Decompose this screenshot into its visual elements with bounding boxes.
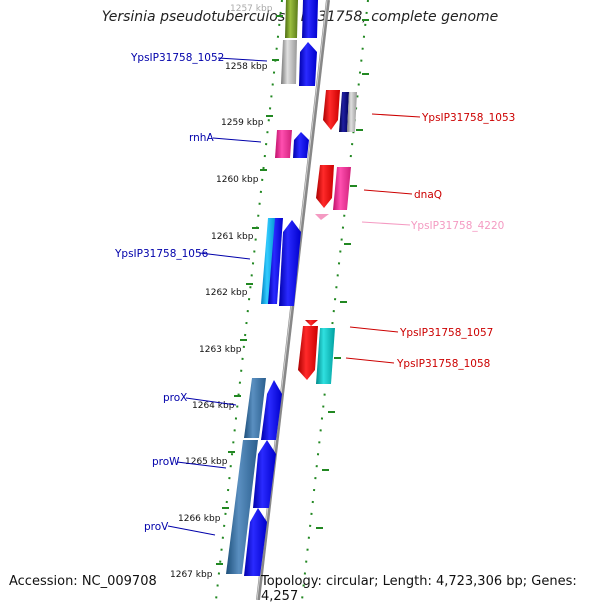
kbp-tick-label: 1263 kbp <box>199 345 242 355</box>
right-dotted-track <box>301 0 369 600</box>
gene-navy-1053[interactable] <box>339 92 349 132</box>
gene-blue-1052[interactable] <box>299 42 317 86</box>
gene-label-rnha[interactable]: rnhA <box>189 132 214 144</box>
map-title: Yersinia pseudotuberculosis IP 31758, co… <box>101 9 499 25</box>
gene-label-dnaq[interactable]: dnaQ <box>414 189 442 201</box>
kbp-tick-label: 1260 kbp <box>216 175 259 185</box>
gene-olive-top[interactable] <box>285 0 298 38</box>
gene-label-ypsip31758-1058[interactable]: YpsIP31758_1058 <box>396 358 490 370</box>
gene-label-ypsip31758-1052[interactable]: YpsIP31758_1052 <box>130 52 224 64</box>
kbp-tick-label: 1265 kbp <box>185 457 228 467</box>
gene-blue-proW[interactable] <box>253 440 276 508</box>
kbp-tick-label: 1266 kbp <box>178 514 221 524</box>
gene-pink-rnhA[interactable] <box>275 130 292 158</box>
gene-sky-1056[interactable] <box>261 218 276 304</box>
gene-red-1057a[interactable] <box>305 320 318 326</box>
gene-pink-4220[interactable] <box>315 214 329 220</box>
kbp-tick-label: 1267 kbp <box>170 570 213 580</box>
gene-grey-1053[interactable] <box>347 92 357 132</box>
gene-blue-proX[interactable] <box>261 380 282 440</box>
kbp-tick-label: 1259 kbp <box>221 118 264 128</box>
kbp-tick-label: 1262 kbp <box>205 288 248 298</box>
kbp-tick-label: 1258 kbp <box>225 62 268 72</box>
kbp-tick-label: 1264 kbp <box>192 401 235 411</box>
gene-label-prox[interactable]: proX <box>163 392 187 404</box>
gene-blue-1056a[interactable] <box>268 218 283 304</box>
label-connectors <box>167 57 421 536</box>
gene-label-ypsip31758-4220[interactable]: YpsIP31758_4220 <box>410 220 504 232</box>
gene-label-ypsip31758-1053[interactable]: YpsIP31758_1053 <box>421 112 515 124</box>
kbp-tick-label: 1257 kbp <box>230 4 273 14</box>
gene-steel-proX[interactable] <box>244 378 266 438</box>
gene-cyan-1058[interactable] <box>316 328 335 384</box>
kbp-tick-label: 1261 kbp <box>211 232 254 242</box>
gene-red-1057[interactable] <box>298 326 318 380</box>
gene-red-dnaQ[interactable] <box>316 165 334 208</box>
gene-blue-rnhA[interactable] <box>293 132 309 158</box>
gene-label-ypsip31758-1056[interactable]: YpsIP31758_1056 <box>114 248 209 260</box>
gene-label-prow[interactable]: proW <box>152 456 180 468</box>
gene-steel-proW[interactable] <box>226 440 258 574</box>
gene-pink-dnaQ[interactable] <box>333 167 351 210</box>
gene-red-1053[interactable] <box>323 90 340 130</box>
gene-label-prov[interactable]: proV <box>144 521 169 533</box>
scale-ticks <box>216 15 369 565</box>
gene-blue-top[interactable] <box>302 0 318 38</box>
gene-blue-1056b[interactable] <box>279 220 301 306</box>
accession-text: Accession: NC_009708 <box>9 574 157 589</box>
left-dotted-track <box>215 0 283 600</box>
gene-grey-1052[interactable] <box>281 40 297 84</box>
gene-blue-proV[interactable] <box>244 508 267 576</box>
gene-label-ypsip31758-1057[interactable]: YpsIP31758_1057 <box>399 327 493 339</box>
